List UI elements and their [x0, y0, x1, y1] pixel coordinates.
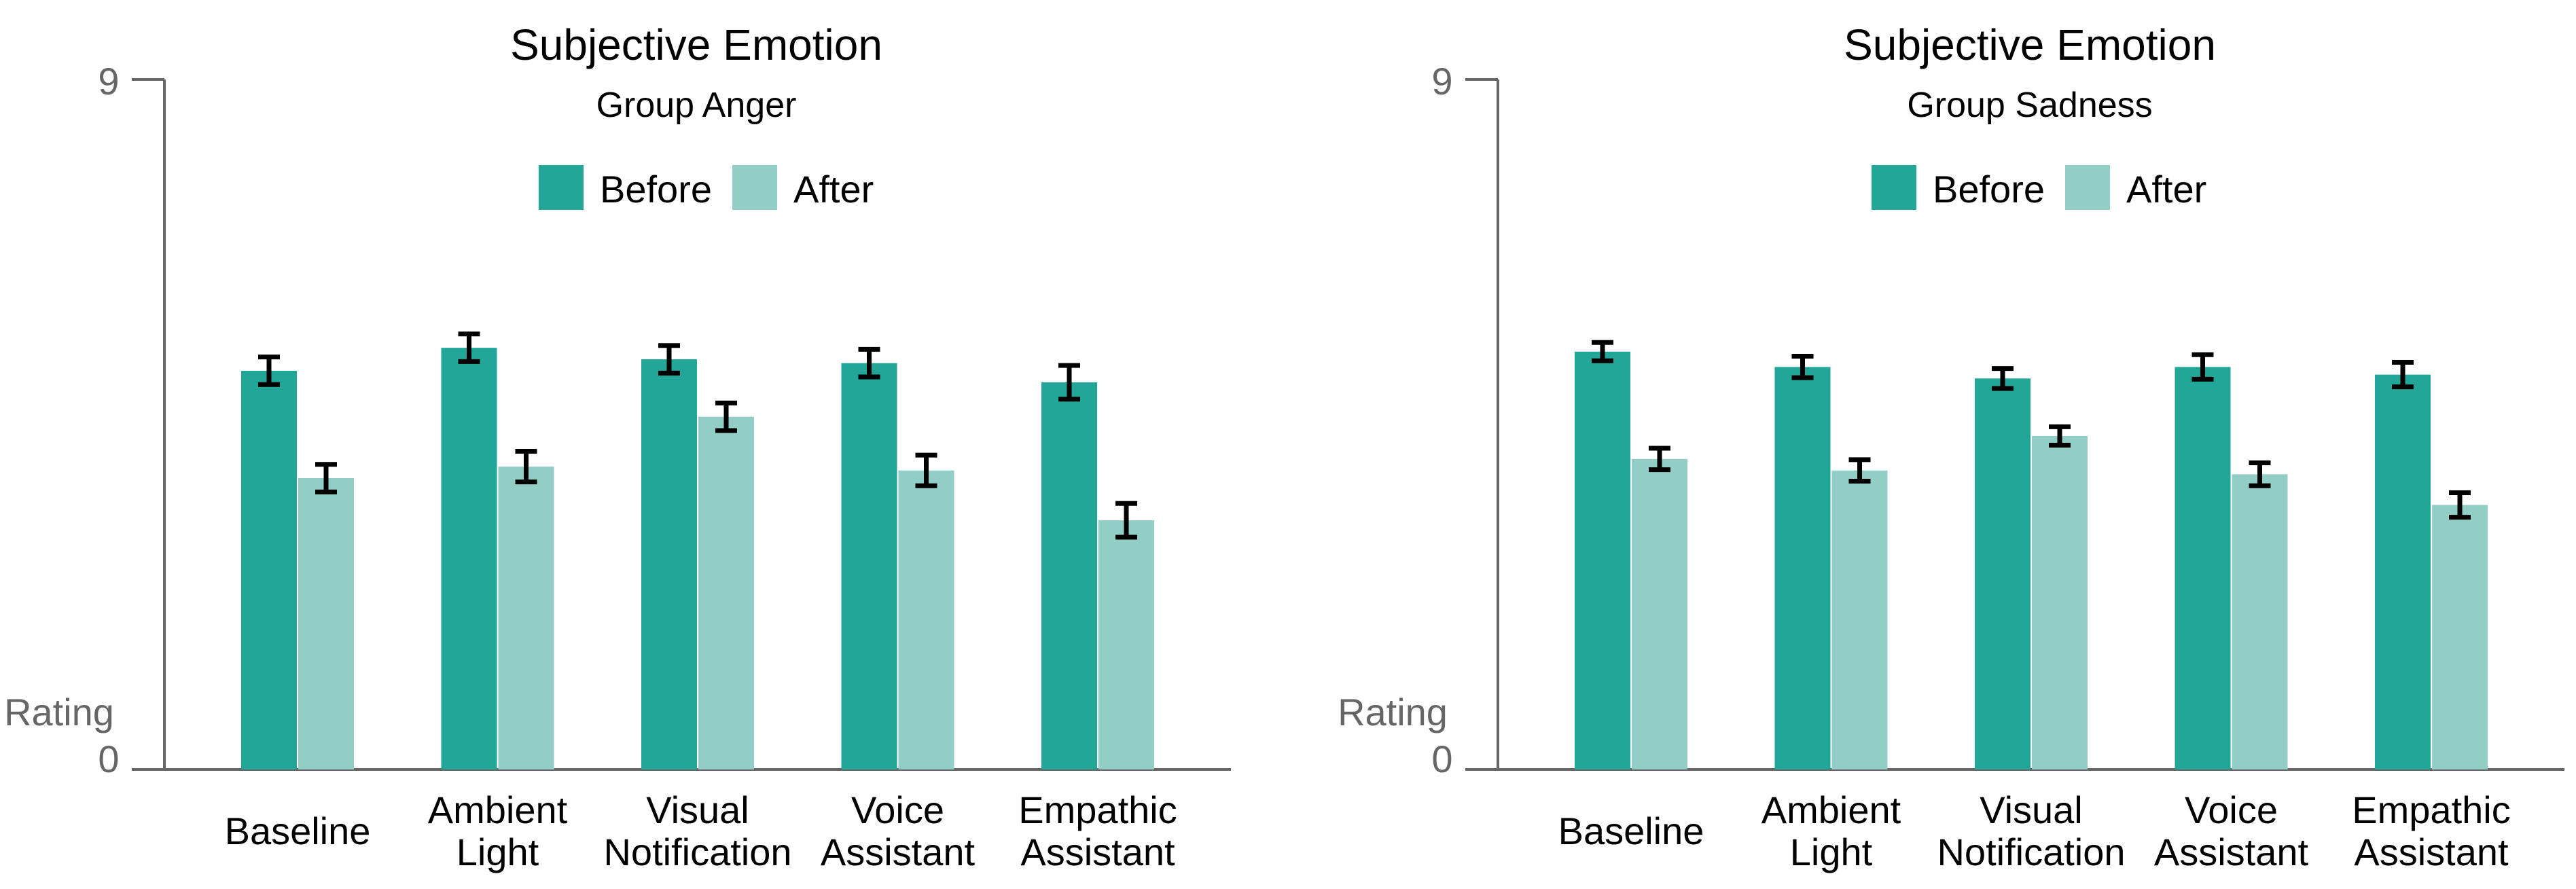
- bar-before: [1975, 378, 2031, 769]
- bar-before: [841, 363, 897, 769]
- bar-after: [2432, 505, 2488, 769]
- x-tick-label: Ambient: [428, 788, 568, 831]
- bar-before: [1575, 351, 1630, 769]
- legend-swatch-before: [1872, 165, 1916, 210]
- y-axis-label: Rating: [4, 691, 114, 733]
- x-tick-label: Assistant: [821, 831, 976, 873]
- x-tick-label: Voice: [851, 788, 944, 831]
- error-bar: [1115, 501, 1137, 540]
- x-tick-label: Notification: [1937, 831, 2125, 873]
- bar-after: [698, 416, 754, 769]
- error-bar: [1992, 366, 2014, 391]
- x-tick-label: Light: [1790, 831, 1873, 873]
- error-bar: [315, 462, 337, 494]
- y-tick-label: 9: [98, 60, 119, 103]
- x-tick-label: Baseline: [1558, 810, 1704, 852]
- legend-label-after: After: [2126, 168, 2206, 211]
- error-bar: [1848, 457, 1871, 484]
- y-tick-label: 9: [1431, 60, 1452, 103]
- chart-title: Subjective Emotion: [1844, 20, 2216, 69]
- bar-after: [498, 467, 554, 769]
- bar-before: [1041, 382, 1097, 769]
- legend-label-after: After: [793, 168, 874, 211]
- error-bar: [2249, 460, 2271, 488]
- x-tick-label: Assistant: [2154, 831, 2309, 873]
- x-tick-label: Visual: [646, 788, 749, 831]
- error-bar: [258, 355, 280, 387]
- bar-before: [641, 359, 697, 769]
- y-axis-label: Rating: [1338, 691, 1448, 733]
- x-tick-label: Assistant: [2354, 831, 2509, 873]
- chart-panel-2: Subjective Emotion Group Sadness Before Aft…: [1338, 20, 2564, 873]
- bar-after: [298, 478, 354, 769]
- bar-before: [2175, 367, 2231, 769]
- bar-before: [241, 370, 297, 769]
- error-bar: [2192, 352, 2214, 382]
- y-tick-label: 0: [1431, 738, 1452, 780]
- bar-after: [2032, 435, 2088, 769]
- bar-before: [441, 348, 497, 769]
- error-bar: [515, 449, 537, 485]
- error-bar: [2392, 360, 2414, 390]
- error-bar: [915, 452, 937, 488]
- error-bar: [2449, 490, 2471, 520]
- legend-swatch-before: [539, 165, 584, 210]
- bar-before: [2375, 374, 2431, 769]
- x-tick-label: Voice: [2185, 788, 2278, 831]
- x-tick-label: Assistant: [1020, 831, 1175, 873]
- legend-swatch-after: [2065, 165, 2110, 210]
- x-tick-label: Ambient: [1761, 788, 1901, 831]
- legend-swatch-after: [732, 165, 777, 210]
- bar-after: [1632, 458, 1687, 769]
- error-bar: [1592, 340, 1613, 363]
- error-bar: [1791, 354, 1814, 380]
- error-bar: [2049, 424, 2071, 448]
- bar-after: [1098, 520, 1154, 769]
- legend-label-before: Before: [1933, 168, 2045, 211]
- error-bar: [1649, 446, 1670, 473]
- x-tick-label: Light: [457, 831, 539, 873]
- error-bar: [658, 343, 680, 376]
- bar-before: [1774, 367, 1831, 769]
- legend-label-before: Before: [600, 168, 712, 211]
- chart-subtitle: Group Anger: [596, 86, 797, 125]
- error-bar: [858, 346, 880, 380]
- error-bar: [1058, 363, 1080, 402]
- x-tick-label: Baseline: [225, 810, 371, 852]
- chart-subtitle: Group Sadness: [1907, 86, 2152, 125]
- x-tick-label: Empathic: [1018, 788, 1177, 831]
- bar-after: [898, 470, 954, 769]
- error-bar: [715, 400, 737, 433]
- chart-title: Subjective Emotion: [510, 20, 882, 69]
- y-tick-label: 0: [98, 738, 119, 780]
- chart-panel-1: Subjective Emotion Group Anger Before After…: [4, 20, 1231, 873]
- x-tick-label: Empathic: [2352, 788, 2510, 831]
- x-tick-label: Visual: [1980, 788, 2083, 831]
- error-bar: [458, 331, 480, 364]
- bar-after: [1831, 470, 1888, 769]
- bar-after: [2232, 474, 2288, 769]
- x-tick-label: Notification: [603, 831, 791, 873]
